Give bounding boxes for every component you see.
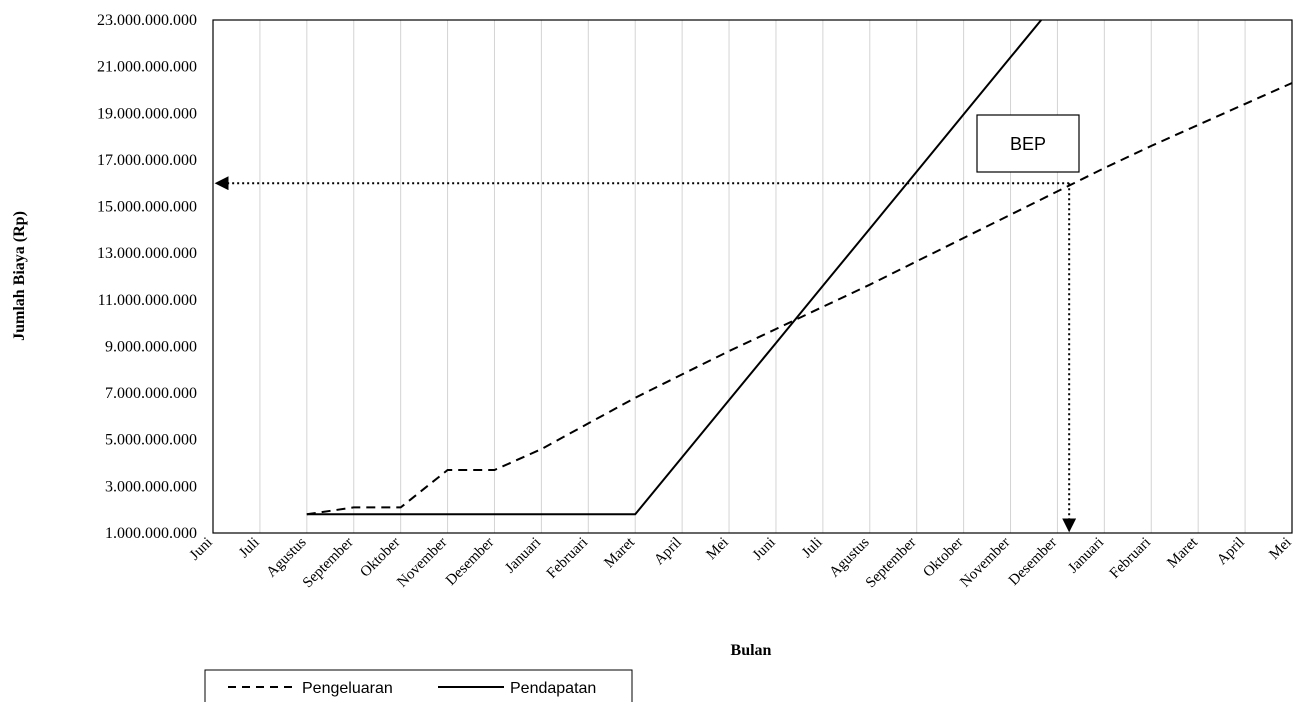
x-tick-label: April xyxy=(1214,535,1248,569)
x-tick-label: Maret xyxy=(601,534,638,571)
x-tick-label: September xyxy=(863,535,920,592)
x-tick-label: April xyxy=(651,535,685,569)
y-tick-label: 13.000.000.000 xyxy=(97,245,197,262)
x-tick-label: Februari xyxy=(1107,535,1154,582)
x-tick-label: Desember xyxy=(1006,535,1060,589)
legend-label-pendapatan: Pendapatan xyxy=(510,680,596,697)
x-tick-label: Juli xyxy=(799,535,826,562)
x-tick-label: Agustus xyxy=(264,534,310,580)
plot-area-frame xyxy=(212,19,1293,534)
legend-label-pengeluaran: Pengeluaran xyxy=(302,680,393,697)
x-tick-label: Mei xyxy=(1266,535,1294,563)
x-tick-label: Januari xyxy=(502,535,544,577)
x-tick-label: Agustus xyxy=(827,534,873,580)
gridlines xyxy=(259,20,1246,533)
y-tick-label: 1.000.000.000 xyxy=(105,525,197,542)
x-tick-label: Juni xyxy=(750,535,779,564)
x-tick-label: September xyxy=(300,535,357,592)
x-tick-label: Juli xyxy=(236,535,263,562)
legend: Pengeluaran Pendapatan xyxy=(204,669,633,702)
x-tick-label: Desember xyxy=(443,535,497,589)
x-tick-label: Oktober xyxy=(920,535,966,581)
y-tick-label: 3.000.000.000 xyxy=(105,478,197,495)
x-tick-label: November xyxy=(957,535,1013,591)
y-tick-label: 15.000.000.000 xyxy=(97,199,197,216)
y-tick-label: 21.000.000.000 xyxy=(97,59,197,76)
bep-label: BEP xyxy=(1010,134,1046,154)
y-tick-label: 19.000.000.000 xyxy=(97,105,197,122)
x-tick-label: Oktober xyxy=(357,535,403,581)
y-axis-label: Jumlah Biaya (Rp) xyxy=(11,211,28,341)
x-tick-label: Mei xyxy=(703,535,731,563)
y-tick-label: 7.000.000.000 xyxy=(105,385,197,402)
x-tick-label: November xyxy=(394,535,450,591)
x-axis-label: Bulan xyxy=(731,642,772,659)
x-tick-label: Januari xyxy=(1065,535,1107,577)
x-tick-label: Februari xyxy=(544,535,591,582)
bep-annotation: BEP xyxy=(214,114,1080,533)
y-tick-label: 11.000.000.000 xyxy=(98,292,197,309)
y-tick-label: 5.000.000.000 xyxy=(105,432,197,449)
y-tick-label: 23.000.000.000 xyxy=(97,12,197,29)
y-tick-labels: 1.000.000.000 3.000.000.000 5.000.000.000 7… xyxy=(97,12,197,542)
y-tick-label: 9.000.000.000 xyxy=(105,338,197,355)
bep-label-box xyxy=(976,114,1080,173)
y-tick-label: 17.000.000.000 xyxy=(97,152,197,169)
series-line-pengeluaran xyxy=(306,82,1293,516)
series-line-pendapatan xyxy=(306,19,1042,516)
x-tick-label: Maret xyxy=(1164,534,1201,571)
series-lines xyxy=(306,19,1293,516)
